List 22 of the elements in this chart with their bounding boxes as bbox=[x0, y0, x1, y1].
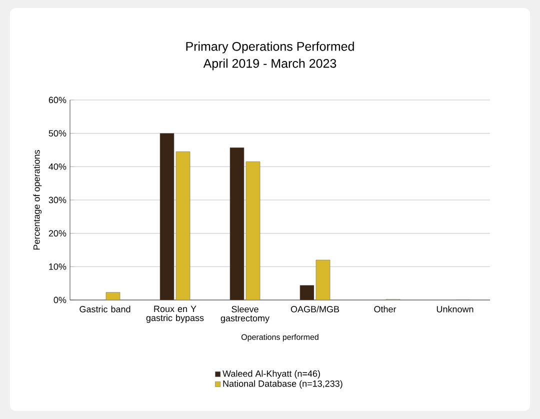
x-tick-label: Sleeve gastrectomy bbox=[220, 306, 270, 324]
bar bbox=[246, 162, 260, 300]
y-axis-title: Percentage of operations bbox=[33, 150, 42, 250]
x-tick-label: Roux en Y gastric bypass bbox=[146, 306, 204, 323]
x-axis-title: Operations performed bbox=[241, 334, 318, 342]
legend-label: National Database (n=13,233) bbox=[223, 380, 342, 389]
legend-label: Waleed Al-Khyatt (n=46) bbox=[222, 370, 320, 379]
bar bbox=[176, 152, 190, 300]
y-tick-label: 0% bbox=[54, 296, 66, 304]
y-tick-label: 20% bbox=[48, 230, 66, 237]
x-tick-label: Unknown bbox=[436, 306, 474, 312]
y-tick-label: 30% bbox=[48, 196, 66, 204]
chart-title: Primary Operations Performed bbox=[186, 42, 354, 54]
y-tick-label: 40% bbox=[48, 163, 66, 170]
x-tick-label: OAGB/MGB bbox=[290, 306, 340, 312]
chart-subtitle: April 2019 - March 2023 bbox=[203, 58, 336, 70]
bar bbox=[316, 260, 330, 300]
x-tick-label: Other bbox=[374, 306, 396, 312]
x-tick-label: Gastric band bbox=[80, 306, 130, 312]
y-tick-label: 60% bbox=[48, 96, 66, 104]
y-tick-label: 10% bbox=[49, 263, 66, 270]
y-tick-label: 50% bbox=[48, 130, 66, 137]
